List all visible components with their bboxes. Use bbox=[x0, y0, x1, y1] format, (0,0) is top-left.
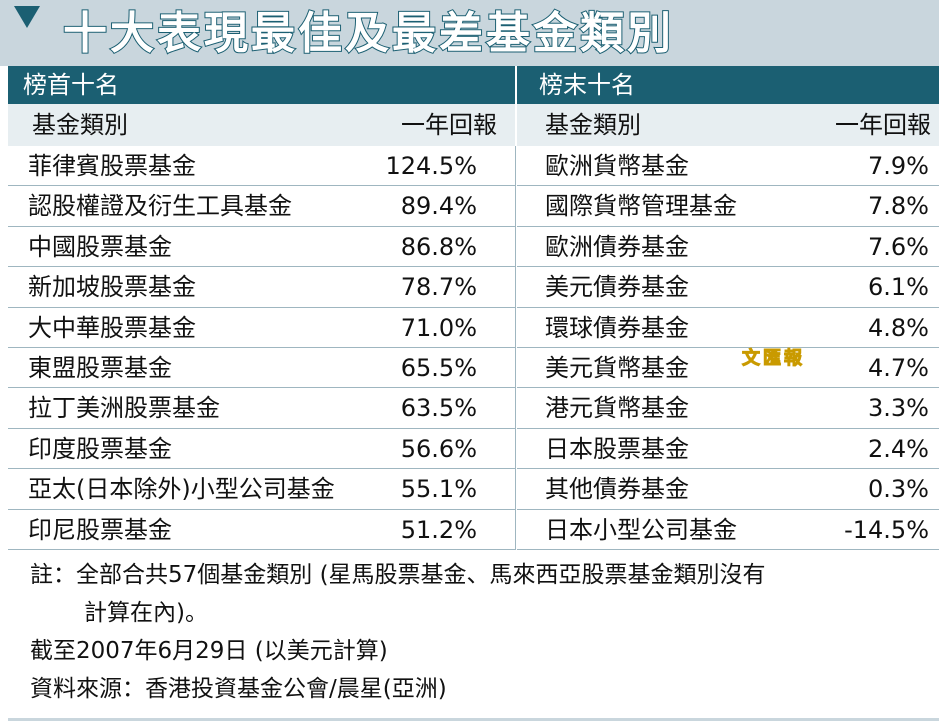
one-year-return: 55.1% bbox=[400, 475, 477, 504]
one-year-return: 4.8% bbox=[868, 313, 929, 342]
left-column-headers: 基金類別 一年回報 bbox=[8, 104, 515, 146]
table-row: 國際貨幣管理基金 7.8% bbox=[517, 186, 939, 227]
table-row: 認股權證及衍生工具基金 89.4% bbox=[8, 186, 515, 227]
top-ten-heading: 榜首十名 bbox=[8, 66, 515, 104]
table-row: 美元債券基金 6.1% bbox=[517, 267, 939, 308]
fund-category: 歐洲貨幣基金 bbox=[545, 152, 689, 180]
one-year-return: 6.1% bbox=[868, 273, 929, 302]
left-col-return-header: 一年回報 bbox=[401, 111, 497, 139]
triangle-marker-icon bbox=[14, 6, 40, 28]
table-row: 中國股票基金 86.8% bbox=[8, 227, 515, 268]
title-banner: 十大表現最佳及最差基金類別 bbox=[0, 0, 939, 66]
one-year-return: 51.2% bbox=[400, 515, 477, 544]
table-row: 新加坡股票基金 78.7% bbox=[8, 267, 515, 308]
table-row: 印度股票基金 56.6% bbox=[8, 429, 515, 470]
one-year-return: 0.3% bbox=[868, 475, 929, 504]
fund-category: 美元貨幣基金 bbox=[545, 353, 689, 382]
one-year-return: 7.9% bbox=[868, 152, 929, 180]
fund-category: 新加坡股票基金 bbox=[28, 273, 196, 302]
one-year-return: 86.8% bbox=[400, 232, 477, 261]
fund-category: 日本股票基金 bbox=[545, 434, 689, 463]
page-title: 十大表現最佳及最差基金類別 bbox=[62, 7, 674, 60]
fund-category: 大中華股票基金 bbox=[28, 313, 196, 342]
fund-category: 認股權證及衍生工具基金 bbox=[28, 192, 292, 221]
one-year-return: 7.6% bbox=[868, 232, 929, 261]
table-row: 日本股票基金 2.4% bbox=[517, 429, 939, 470]
fund-category: 環球債券基金 bbox=[545, 313, 689, 342]
right-col-name-header: 基金類別 bbox=[545, 111, 641, 139]
table-row: 港元貨幣基金 3.3% bbox=[517, 388, 939, 429]
fund-category: 中國股票基金 bbox=[28, 232, 172, 261]
column-divider bbox=[515, 146, 516, 550]
table-row: 日本小型公司基金 -14.5% bbox=[517, 510, 939, 550]
one-year-return: 63.5% bbox=[400, 394, 477, 423]
fund-category: 東盟股票基金 bbox=[28, 353, 172, 382]
table-row: 美元貨幣基金 4.7% bbox=[517, 348, 939, 389]
note-text: 註：全部合共57個基金類別 (星馬股票基金、馬來西亞股票基金類別沒有 bbox=[30, 562, 766, 588]
top-ten-table: 菲律賓股票基金 124.5% 認股權證及衍生工具基金 89.4% 中國股票基金 86.… bbox=[8, 146, 515, 550]
table-row: 菲律賓股票基金 124.5% bbox=[8, 146, 515, 187]
table-row: 環球債券基金 4.8% bbox=[517, 308, 939, 348]
fund-category: 亞太(日本除外)小型公司基金 bbox=[28, 475, 335, 504]
fund-category: 歐洲債券基金 bbox=[545, 232, 689, 261]
one-year-return: 2.4% bbox=[868, 434, 929, 463]
one-year-return: 56.6% bbox=[400, 434, 477, 463]
fund-category: 日本小型公司基金 bbox=[545, 515, 737, 544]
fund-category: 印度股票基金 bbox=[28, 434, 172, 463]
right-col-return-header: 一年回報 bbox=[835, 111, 931, 139]
one-year-return: 89.4% bbox=[400, 192, 477, 221]
date-note: 截至2007年6月29日 (以美元計算) bbox=[30, 638, 388, 664]
table-row: 印尼股票基金 51.2% bbox=[8, 510, 515, 550]
note-text-continued: 計算在內)。 bbox=[84, 600, 208, 626]
one-year-return: -14.5% bbox=[844, 515, 929, 544]
fund-category: 港元貨幣基金 bbox=[545, 394, 689, 423]
table-row: 拉丁美洲股票基金 63.5% bbox=[8, 388, 515, 429]
source-note: 資料來源：香港投資基金公會/晨星(亞洲) bbox=[30, 676, 447, 702]
one-year-return: 124.5% bbox=[385, 152, 477, 180]
table-row: 東盟股票基金 65.5% bbox=[8, 348, 515, 389]
one-year-return: 71.0% bbox=[400, 313, 477, 342]
fund-category: 拉丁美洲股票基金 bbox=[28, 394, 220, 423]
fund-category: 美元債券基金 bbox=[545, 273, 689, 302]
table-row: 歐洲貨幣基金 7.9% bbox=[517, 146, 939, 187]
table-row: 大中華股票基金 71.0% bbox=[8, 308, 515, 348]
publisher-watermark: 文匯報 bbox=[742, 348, 805, 370]
table-row: 其他債券基金 0.3% bbox=[517, 469, 939, 510]
bottom-ten-table: 歐洲貨幣基金 7.9% 國際貨幣管理基金 7.8% 歐洲債券基金 7.6% 美元債券基… bbox=[517, 146, 939, 550]
one-year-return: 78.7% bbox=[400, 273, 477, 302]
bottom-rule bbox=[8, 718, 939, 721]
footnotes: 註：全部合共57個基金類別 (星馬股票基金、馬來西亞股票基金類別沒有 計算在內)… bbox=[30, 556, 935, 708]
one-year-return: 65.5% bbox=[400, 353, 477, 382]
table-row: 亞太(日本除外)小型公司基金 55.1% bbox=[8, 469, 515, 510]
one-year-return: 7.8% bbox=[868, 192, 929, 221]
one-year-return: 4.7% bbox=[868, 353, 929, 382]
fund-category: 其他債券基金 bbox=[545, 475, 689, 504]
table-row: 歐洲債券基金 7.6% bbox=[517, 227, 939, 268]
left-col-name-header: 基金類別 bbox=[32, 111, 128, 139]
fund-category: 國際貨幣管理基金 bbox=[545, 192, 737, 221]
fund-category: 菲律賓股票基金 bbox=[28, 152, 196, 180]
one-year-return: 3.3% bbox=[868, 394, 929, 423]
fund-category: 印尼股票基金 bbox=[28, 515, 172, 544]
bottom-ten-heading: 榜末十名 bbox=[517, 66, 939, 104]
right-column-headers: 基金類別 一年回報 bbox=[517, 104, 939, 146]
